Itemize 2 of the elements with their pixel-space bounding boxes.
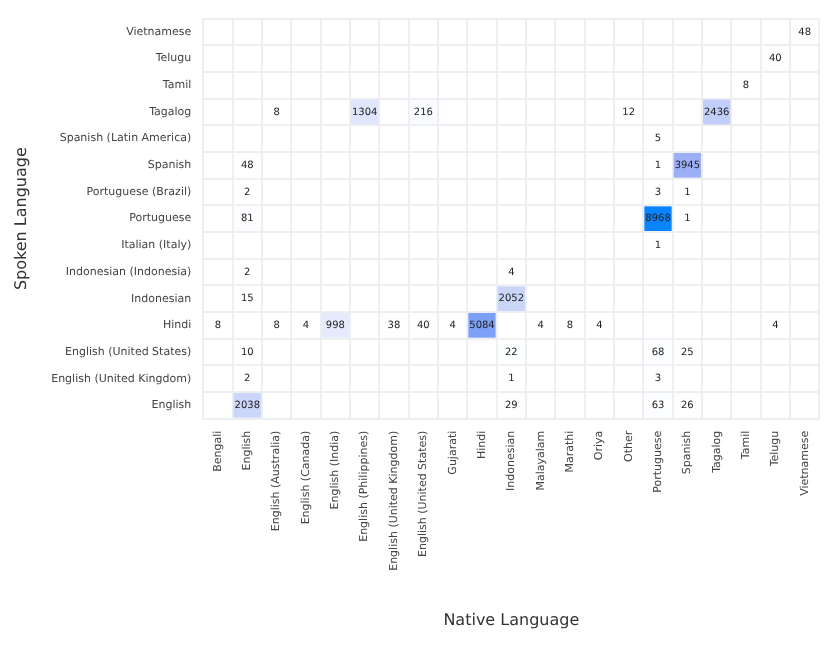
x-axis-title: Native Language bbox=[443, 610, 580, 629]
y-axis-title: Spoken Language bbox=[11, 147, 30, 291]
